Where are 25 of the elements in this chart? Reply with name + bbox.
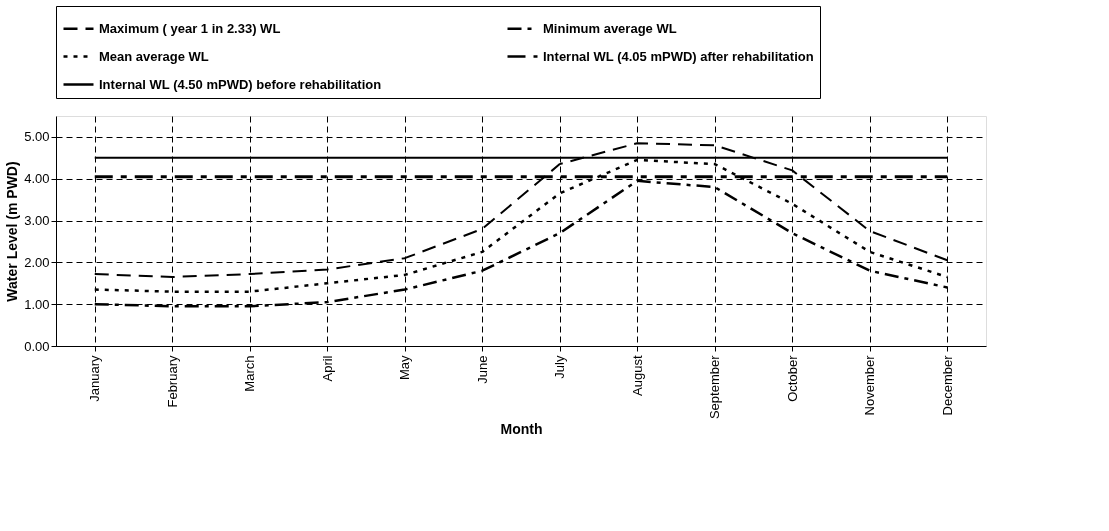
x-tick-label: January [87,355,103,402]
x-tick-label: October [784,354,800,402]
x-tick-label: June [474,355,490,384]
x-tick-label: March [242,355,258,392]
legend-label: Mean average WL [99,48,209,64]
x-tick-label: July [552,355,568,379]
y-tick-label: 2.00 [24,254,50,270]
y-tick-label: 5.00 [24,129,50,145]
y-tick-label: 1.00 [24,296,50,312]
x-tick-label: May [397,355,413,381]
legend-label: Maximum ( year 1 in 2.33) WL [99,20,281,36]
x-tick-label: August [629,355,645,396]
legend-label: Internal WL (4.50 mPWD) before rehabilitation [99,76,382,92]
x-tick-label: April [319,355,335,382]
x-tick-label: September [707,354,723,420]
x-tick-label: December [939,354,955,416]
legend-label: Minimum average WL [543,20,677,36]
y-tick-label: 0.00 [24,338,50,354]
y-tick-label: 3.00 [24,213,50,229]
y-tick-label: 4.00 [24,171,50,187]
x-axis-title: Month [500,421,543,438]
x-tick-label: February [164,355,180,408]
y-axis-title: Water Level (m PWD) [4,161,21,302]
x-tick-label: November [862,354,878,416]
legend-label: Internal WL (4.05 mPWD) after rehabilitation [543,48,814,64]
